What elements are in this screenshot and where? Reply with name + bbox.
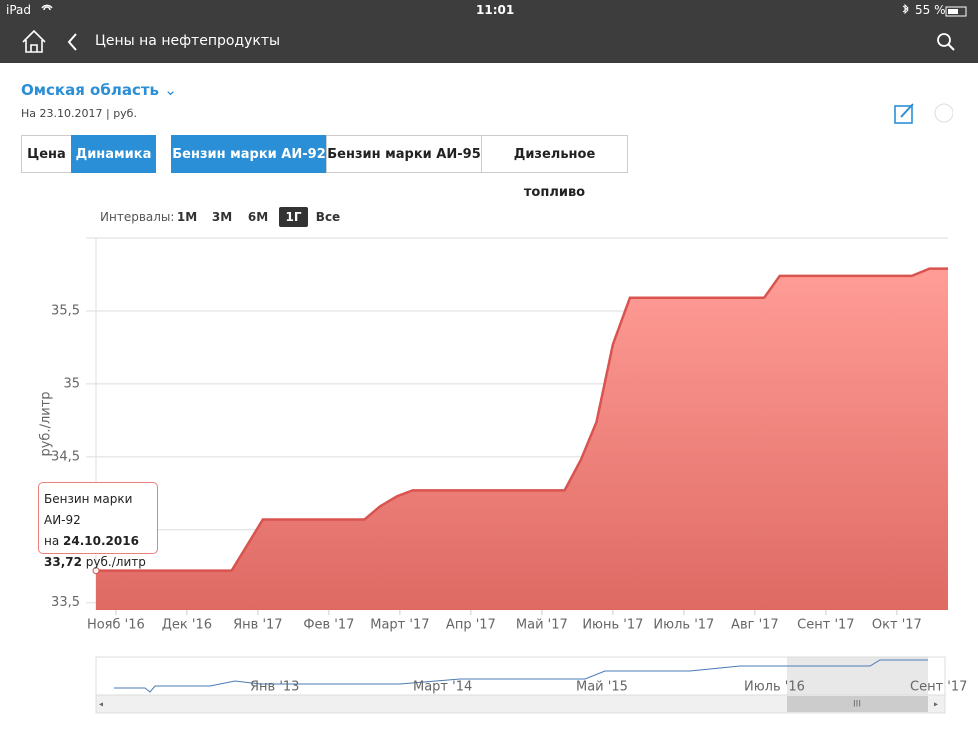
navigator-label: Май '15 — [576, 680, 628, 695]
y-tick-label: 34,5 — [51, 449, 80, 464]
navigator-label: Янв '13 — [250, 680, 299, 695]
interval-option-active[interactable]: 1Г — [279, 207, 308, 227]
icons — [22, 3, 967, 53]
region-date: На 23.10.2017 | руб. — [21, 107, 137, 120]
y-axis-label: руб./литр — [39, 391, 54, 456]
edit-icon[interactable] — [894, 105, 913, 124]
x-tick-label: Июль '17 — [653, 618, 714, 633]
interval-option[interactable]: 3М — [211, 210, 233, 224]
tooltip-series: Бензин марки АИ-92 — [44, 492, 133, 527]
top-bar: iPad 11:01 55 % Цены на нефтепродукты — [0, 0, 978, 63]
x-tick-label: Март '17 — [370, 618, 429, 633]
interval-option[interactable]: Все — [315, 210, 341, 224]
search-icon[interactable] — [937, 33, 951, 47]
y-tick-label: 35 — [63, 376, 80, 391]
tooltip-date: 24.10.2016 — [63, 534, 139, 548]
interval-option[interactable]: 1М — [176, 210, 198, 224]
scroll-handle[interactable]: III — [853, 700, 861, 710]
x-tick-label: Май '17 — [516, 618, 568, 633]
region-select[interactable]: Омская область ⌄ — [21, 81, 177, 99]
x-tick-label: Окт '17 — [872, 618, 922, 633]
area — [96, 268, 948, 610]
scroll-right[interactable]: ▸ — [934, 700, 938, 709]
info-icon[interactable] — [934, 103, 953, 123]
header-title: Цены на нефтепродукты — [95, 33, 281, 49]
tooltip-unit: руб./литр — [85, 555, 146, 569]
interval-option[interactable]: 6М — [247, 210, 269, 224]
navigator-label: Март '14 — [413, 680, 472, 695]
navigator: ◂ ▸ III Янв '13 Март '14 Май '15 Июль '1… — [95, 656, 967, 714]
tooltip-value: 33,72 — [44, 555, 82, 569]
tooltip-prefix: на — [44, 534, 60, 548]
y-tick-label: 35,5 — [51, 303, 80, 318]
line — [96, 267, 948, 572]
device-label: iPad — [6, 3, 32, 17]
fuel-tab-active[interactable]: Бензин марки АИ-92 — [171, 135, 327, 173]
navigator-label: Сент '17 — [910, 680, 967, 695]
region-name[interactable]: Омская область — [21, 81, 160, 99]
tooltip: Бензин марки АИ-92 на 24.10.2016 33,72 р… — [38, 482, 158, 569]
x-tick-label: Нояб '16 — [87, 618, 145, 633]
x-tick-label: Июнь '17 — [582, 618, 643, 633]
y-tick-label: 33,5 — [51, 595, 80, 610]
intervals-label: Интервалы: — [100, 210, 175, 224]
x-tick-label: Янв '17 — [233, 618, 282, 633]
x-tick-label: Фев '17 — [303, 618, 354, 633]
scroll-left[interactable]: ◂ — [99, 700, 103, 709]
x-tick-label: Авг '17 — [731, 618, 779, 633]
x-tick-label: Апр '17 — [446, 618, 496, 633]
x-tick-label: Сент '17 — [797, 618, 854, 633]
fuel-tab[interactable]: Дизельное топливо — [481, 135, 628, 200]
edit-icons — [894, 103, 953, 124]
back-icon[interactable] — [67, 33, 77, 51]
point-marker — [92, 567, 100, 575]
navigator-label: Июль '16 — [744, 680, 805, 695]
x-tick-label: Дек '16 — [162, 618, 212, 633]
view-tab-active[interactable]: Динамика — [71, 135, 156, 173]
clock: 11:01 — [476, 3, 515, 17]
battery-label: 55 % — [915, 3, 946, 17]
home-icon[interactable] — [22, 29, 46, 53]
